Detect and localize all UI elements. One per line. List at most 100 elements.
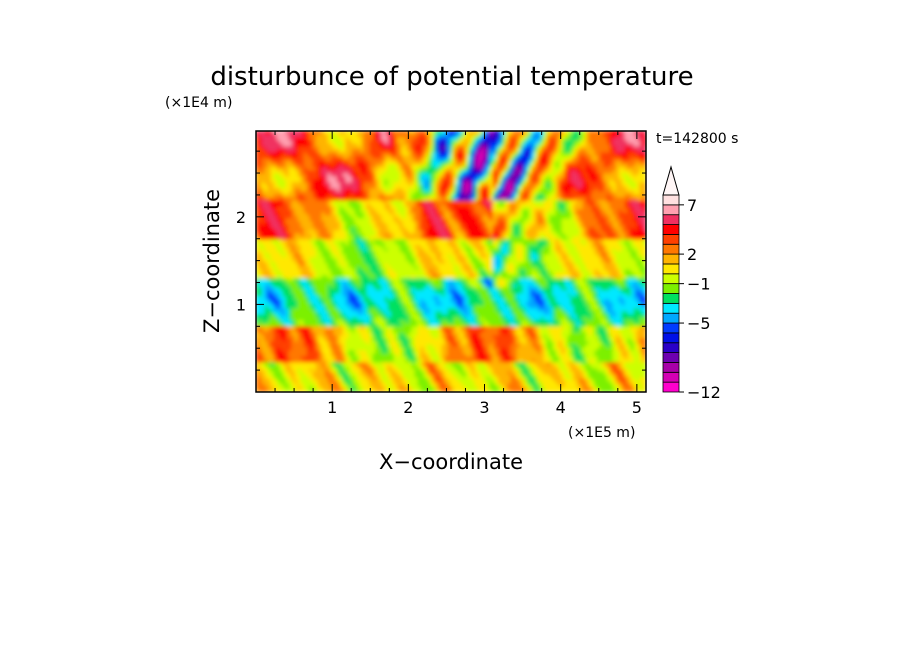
field-cell xyxy=(303,322,308,327)
field-cell xyxy=(285,268,290,273)
field-cell xyxy=(390,241,395,246)
field-cell xyxy=(408,367,413,372)
field-cell xyxy=(267,325,272,330)
field-cell xyxy=(306,217,311,222)
field-cell xyxy=(312,292,317,297)
field-cell xyxy=(402,235,407,240)
field-cell xyxy=(393,151,398,156)
field-cell xyxy=(375,262,380,267)
field-cell xyxy=(264,193,269,198)
field-cell xyxy=(294,250,299,255)
field-cell xyxy=(318,307,323,312)
field-cell xyxy=(360,247,365,252)
field-cell xyxy=(378,307,383,312)
field-cell xyxy=(351,157,356,162)
field-cell xyxy=(303,181,308,186)
field-cell xyxy=(258,154,263,159)
field-cell xyxy=(309,232,314,237)
field-cell xyxy=(402,223,407,228)
field-cell xyxy=(393,376,398,381)
field-cell xyxy=(276,205,281,210)
field-cell xyxy=(417,277,422,282)
field-cell xyxy=(306,154,311,159)
field-cell xyxy=(351,166,356,171)
field-cell xyxy=(378,385,383,390)
field-cell xyxy=(348,178,353,183)
field-cell xyxy=(339,169,344,174)
field-cell xyxy=(273,241,278,246)
field-cell xyxy=(393,337,398,342)
field-cell xyxy=(270,325,275,330)
field-cell xyxy=(279,385,284,390)
field-cell xyxy=(321,289,326,294)
field-cell xyxy=(378,238,383,243)
field-cell xyxy=(381,142,386,147)
field-cell xyxy=(276,295,281,300)
field-cell xyxy=(423,364,428,369)
field-cell xyxy=(324,163,329,168)
field-cell xyxy=(408,223,413,228)
field-cell xyxy=(342,196,347,201)
field-cell xyxy=(381,232,386,237)
field-cell xyxy=(333,274,338,279)
field-cell xyxy=(282,262,287,267)
field-cell xyxy=(300,160,305,165)
field-cell xyxy=(420,331,425,336)
field-cell xyxy=(351,277,356,282)
field-cell xyxy=(291,229,296,234)
field-cell xyxy=(339,292,344,297)
field-cell xyxy=(294,367,299,372)
field-cell xyxy=(312,256,317,261)
field-cell xyxy=(291,131,296,135)
field-cell xyxy=(369,274,374,279)
field-cell xyxy=(357,292,362,297)
field-cell xyxy=(366,214,371,219)
field-cell xyxy=(264,223,269,228)
field-cell xyxy=(306,232,311,237)
field-cell xyxy=(336,349,341,354)
field-cell xyxy=(297,298,302,303)
field-cell xyxy=(393,265,398,270)
field-cell xyxy=(315,325,320,330)
field-cell xyxy=(354,319,359,324)
field-cell xyxy=(411,367,416,372)
field-cell xyxy=(309,259,314,264)
field-cell xyxy=(345,307,350,312)
field-cell xyxy=(303,205,308,210)
field-cell xyxy=(378,358,383,363)
field-cell xyxy=(309,205,314,210)
field-cell xyxy=(360,163,365,168)
field-cell xyxy=(321,259,326,264)
field-cell xyxy=(417,193,422,198)
field-cell xyxy=(372,178,377,183)
field-cell xyxy=(381,355,386,360)
field-cell xyxy=(417,139,422,144)
field-cell xyxy=(297,232,302,237)
field-cell xyxy=(360,298,365,303)
field-cell xyxy=(309,328,314,333)
field-cell xyxy=(420,349,425,354)
field-cell xyxy=(309,256,314,261)
field-cell xyxy=(297,238,302,243)
field-cell xyxy=(390,205,395,210)
field-cell xyxy=(288,232,293,237)
field-cell xyxy=(384,337,389,342)
field-cell xyxy=(354,190,359,195)
field-cell xyxy=(387,163,392,168)
field-cell xyxy=(321,154,326,159)
field-cell xyxy=(342,184,347,189)
field-cell xyxy=(297,265,302,270)
field-cell xyxy=(363,385,368,390)
field-cell xyxy=(408,379,413,384)
field-cell xyxy=(279,322,284,327)
field-cell xyxy=(312,343,317,348)
field-cell xyxy=(420,193,425,198)
field-cell xyxy=(375,388,380,392)
field-cell xyxy=(408,286,413,291)
field-cell xyxy=(339,223,344,228)
field-cell xyxy=(408,289,413,294)
field-cell xyxy=(420,316,425,321)
field-cell xyxy=(420,238,425,243)
field-cell xyxy=(354,385,359,390)
field-cell xyxy=(423,361,428,366)
